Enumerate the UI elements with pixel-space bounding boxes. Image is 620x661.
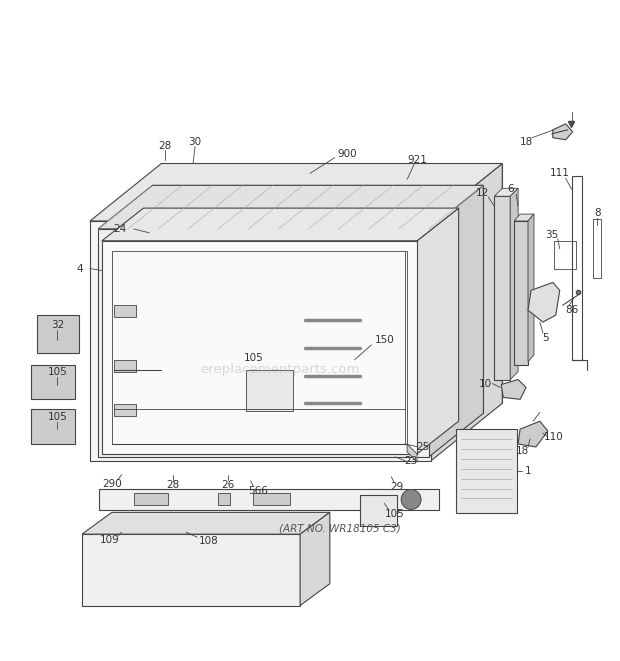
Text: 1: 1 [525, 466, 531, 476]
Text: 290: 290 [102, 479, 122, 488]
Polygon shape [153, 185, 484, 413]
Polygon shape [98, 229, 429, 457]
Text: 28: 28 [167, 480, 180, 490]
Bar [246, 369, 293, 411]
Polygon shape [161, 163, 502, 403]
Bar [554, 241, 575, 268]
Text: 150: 150 [374, 335, 394, 345]
Text: 29: 29 [391, 482, 404, 492]
Bar [114, 405, 136, 416]
Text: 18: 18 [515, 446, 529, 456]
Bar [456, 429, 517, 514]
Polygon shape [510, 188, 518, 379]
Text: 111: 111 [550, 169, 570, 178]
Bar [252, 492, 290, 506]
Polygon shape [528, 214, 534, 362]
Polygon shape [553, 124, 573, 139]
Text: 6: 6 [507, 184, 513, 194]
Text: 105: 105 [244, 353, 264, 363]
Bar [514, 221, 528, 365]
Text: 110: 110 [544, 432, 564, 442]
Text: 105: 105 [384, 510, 404, 520]
Text: 109: 109 [100, 535, 120, 545]
Bar [99, 488, 439, 510]
Polygon shape [90, 163, 502, 221]
Polygon shape [518, 421, 548, 447]
Text: 105: 105 [47, 367, 67, 377]
Text: 26: 26 [221, 480, 234, 490]
Text: 24: 24 [113, 224, 126, 234]
Polygon shape [90, 221, 431, 461]
Bar [218, 492, 230, 506]
Text: ereplacementparts.com: ereplacementparts.com [201, 363, 360, 376]
Text: 35: 35 [545, 230, 559, 240]
Bar [133, 492, 168, 506]
Bar [593, 219, 601, 278]
Polygon shape [300, 512, 330, 605]
Polygon shape [528, 282, 560, 322]
Polygon shape [102, 241, 417, 454]
Text: 10: 10 [479, 379, 492, 389]
Bar [360, 494, 397, 526]
Polygon shape [102, 208, 459, 241]
Text: 25: 25 [417, 442, 430, 452]
Bar [37, 315, 79, 353]
Polygon shape [407, 444, 417, 462]
Bar [30, 409, 75, 444]
Text: 921: 921 [407, 155, 427, 165]
Polygon shape [514, 214, 534, 221]
Bar [114, 305, 136, 317]
Polygon shape [417, 208, 459, 454]
Circle shape [401, 490, 421, 510]
Text: 4: 4 [77, 264, 84, 274]
Text: 28: 28 [159, 141, 172, 151]
Text: 108: 108 [199, 536, 219, 546]
Polygon shape [502, 379, 526, 399]
Text: 30: 30 [188, 137, 202, 147]
Text: 900: 900 [338, 149, 358, 159]
Text: 23: 23 [404, 456, 418, 466]
Text: 5: 5 [542, 333, 549, 343]
Polygon shape [82, 512, 330, 534]
Text: (ART NO. WR18105 C3): (ART NO. WR18105 C3) [279, 524, 401, 533]
Bar [572, 176, 582, 360]
Text: 105: 105 [47, 412, 67, 422]
Polygon shape [431, 163, 502, 461]
Polygon shape [429, 185, 484, 457]
Polygon shape [494, 188, 518, 196]
Bar [494, 196, 510, 379]
Bar [82, 534, 300, 605]
Text: 18: 18 [520, 137, 533, 147]
Text: 32: 32 [51, 320, 64, 330]
Text: 566: 566 [249, 486, 268, 496]
Polygon shape [98, 185, 484, 229]
Text: 86: 86 [565, 305, 578, 315]
Text: 12: 12 [476, 188, 489, 198]
Text: 8: 8 [594, 208, 601, 218]
Bar [114, 360, 136, 371]
Bar [30, 365, 75, 399]
